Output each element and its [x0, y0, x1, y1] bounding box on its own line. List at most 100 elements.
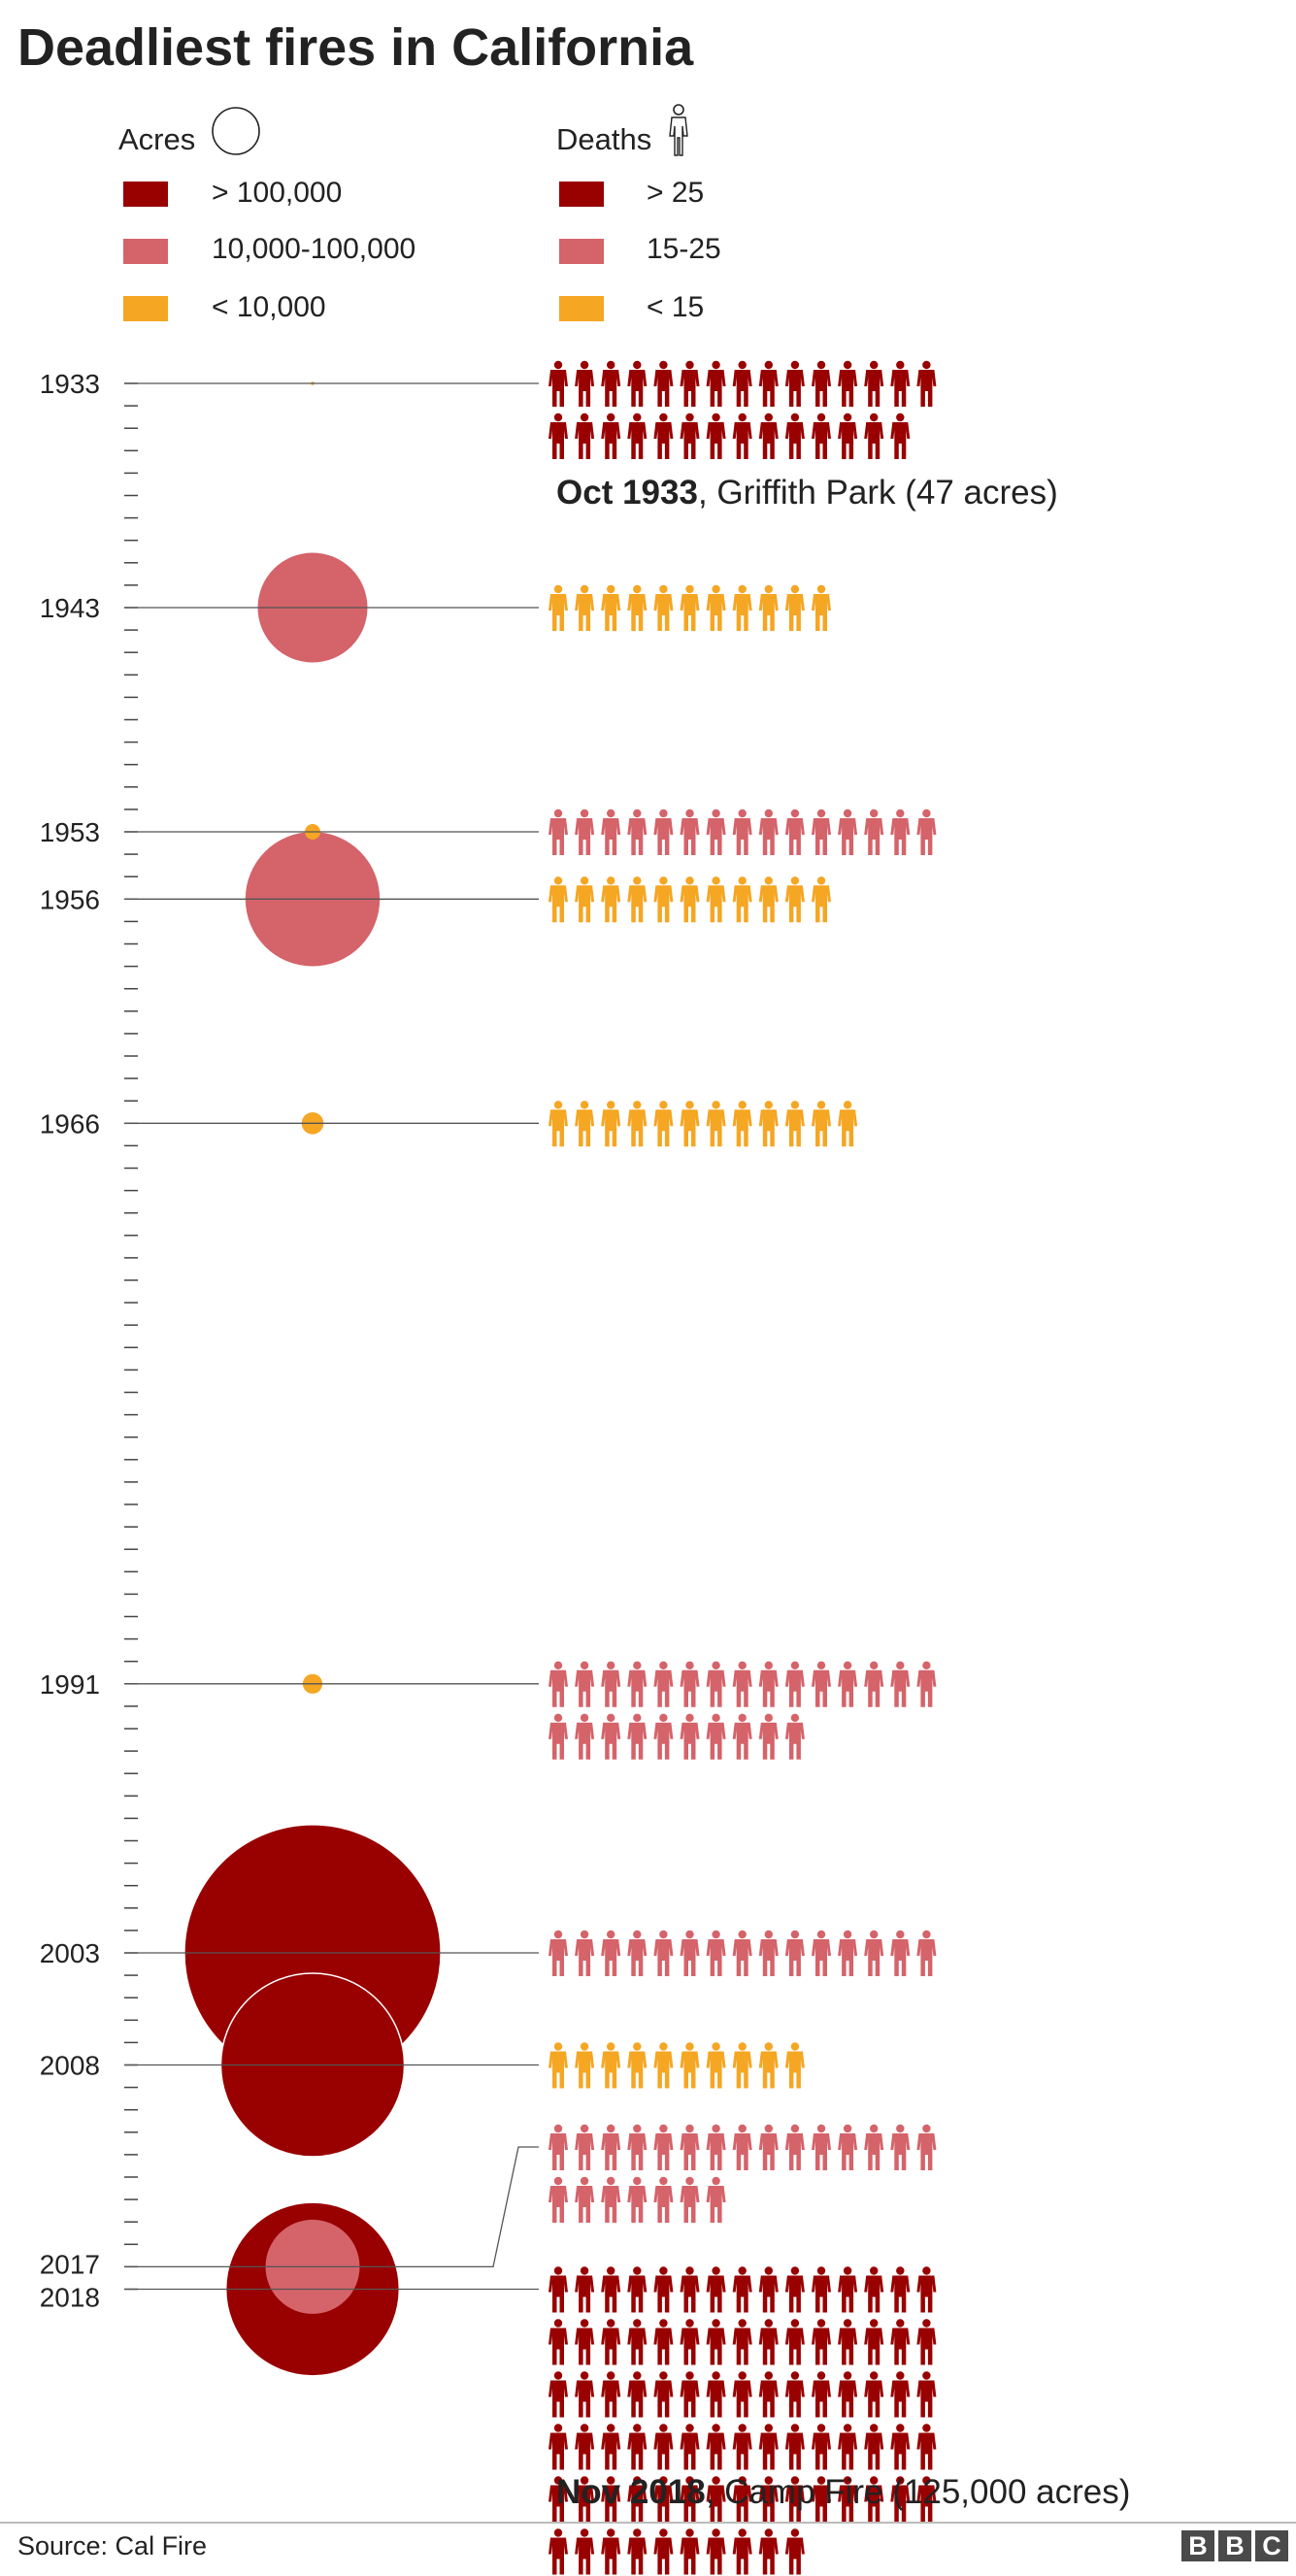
- person-icon-2018: [784, 2266, 805, 2313]
- person-icon-2003: [627, 1930, 648, 1976]
- person-icon-1953: [627, 809, 648, 855]
- person-icon-1943: [575, 584, 595, 631]
- person-icon-2018: [864, 2266, 884, 2313]
- bbc-logo: B B C: [1181, 2530, 1290, 2561]
- person-icon-1953: [575, 809, 595, 855]
- person-icon-1991: [627, 1661, 648, 1707]
- person-icon-1956: [601, 876, 621, 923]
- person-icon-2003: [680, 1930, 700, 1976]
- person-icon-1991: [653, 1661, 674, 1707]
- person-icon-2017: [548, 2124, 568, 2170]
- person-icon-2018: [812, 2319, 831, 2365]
- person-icon-2018: [706, 2424, 726, 2470]
- chart-title: Deadliest fires in California: [17, 18, 694, 77]
- acres-legend-title: Acres: [118, 122, 196, 156]
- person-icon-1991: [601, 1713, 621, 1760]
- person-icon-2003: [575, 1930, 595, 1976]
- year-label-1933: 1933: [40, 369, 100, 399]
- person-icon-2003: [548, 1930, 568, 1976]
- person-icon-2018: [601, 2528, 621, 2575]
- person-icon-1933: [838, 360, 858, 407]
- person-icon-1943: [732, 584, 752, 631]
- person-icon-2018: [784, 2371, 805, 2418]
- person-icon-1953: [680, 809, 700, 855]
- person-icon-2017: [838, 2124, 858, 2170]
- person-icon-2018: [812, 2424, 831, 2470]
- person-icon-1991: [548, 1661, 568, 1707]
- person-icon-2018: [601, 2371, 621, 2418]
- deaths-legend-title: Deaths: [556, 122, 652, 156]
- person-icon-1991: [706, 1713, 726, 1760]
- person-icon-1966: [812, 1101, 831, 1147]
- person-icon-1933: [732, 413, 752, 459]
- person-icon-1991: [706, 1661, 726, 1707]
- person-icon-1933: [890, 413, 911, 459]
- person-icon-1933: [680, 360, 700, 407]
- person-icon-2018: [838, 2371, 858, 2418]
- person-icon-2018: [575, 2319, 595, 2365]
- person-icon-2018: [601, 2266, 621, 2313]
- person-icon-2017: [864, 2124, 884, 2170]
- person-icon-2018: [864, 2319, 884, 2365]
- acres-swatch-high: [123, 182, 168, 207]
- source-note: Source: Cal Fire: [17, 2531, 208, 2560]
- acres-legend-high: > 100,000: [212, 177, 343, 209]
- person-icon-1956: [627, 876, 648, 923]
- person-icon-2018: [784, 2476, 805, 2523]
- person-icon-2018: [575, 2424, 595, 2470]
- deaths-legend-mid: 15-25: [647, 233, 721, 265]
- person-icon-2018: [548, 2371, 568, 2418]
- person-icon-2017: [575, 2176, 595, 2223]
- person-icon-2008: [784, 2042, 805, 2089]
- person-icon-1956: [680, 876, 700, 923]
- person-icon-2008: [575, 2042, 595, 2089]
- person-icon-2018: [601, 2424, 621, 2470]
- acres-legend-mid: 10,000-100,000: [212, 233, 416, 265]
- person-icon-1991: [732, 1713, 752, 1760]
- person-icon-1956: [548, 876, 568, 923]
- person-icon-1991: [680, 1661, 700, 1707]
- year-label-1943: 1943: [40, 593, 100, 623]
- person-icon-1966: [680, 1101, 700, 1147]
- person-icon-1933: [706, 360, 726, 407]
- person-icon-1953: [601, 809, 621, 855]
- person-icon-1933: [732, 360, 752, 407]
- person-icon-2003: [653, 1930, 674, 1976]
- person-icon-2018: [732, 2476, 752, 2523]
- person-icon-2018: [732, 2266, 752, 2313]
- person-icon-1943: [627, 584, 648, 631]
- person-icon-1953: [653, 809, 674, 855]
- person-icon-2018: [601, 2319, 621, 2365]
- person-icon-1933: [653, 413, 674, 459]
- person-icon-2018: [890, 2319, 911, 2365]
- person-icon-2018: [732, 2528, 752, 2575]
- deaths-swatch-high: [559, 182, 604, 207]
- person-icon-1966: [784, 1101, 805, 1147]
- person-icon-1933: [784, 413, 805, 459]
- person-icon-2018: [758, 2424, 779, 2470]
- person-icon-2018: [758, 2371, 779, 2418]
- person-icon-2018: [680, 2424, 700, 2470]
- person-icon-1953: [784, 809, 805, 855]
- person-icon-2003: [706, 1930, 726, 1976]
- person-icon-1953: [706, 809, 726, 855]
- person-icon-1933: [680, 413, 700, 459]
- person-icon-1991: [601, 1661, 621, 1707]
- person-icon-2018: [680, 2476, 700, 2523]
- person-icon-1956: [758, 876, 779, 923]
- person-icon-2018: [575, 2528, 595, 2575]
- person-icon-2008: [706, 2042, 726, 2089]
- person-icon-2017: [653, 2176, 674, 2223]
- person-icon-2017: [758, 2124, 779, 2170]
- person-icon-2018: [653, 2319, 674, 2365]
- person-icon-2017: [548, 2176, 568, 2223]
- person-icon-2018: [758, 2528, 779, 2575]
- person-icon-2003: [890, 1930, 911, 1976]
- person-icon-1933: [864, 360, 884, 407]
- person-icon-1991: [548, 1713, 568, 1760]
- year-label-1953: 1953: [40, 817, 100, 847]
- person-icon: [669, 104, 688, 156]
- person-icon-2018: [890, 2371, 911, 2418]
- person-icon-1933: [627, 360, 648, 407]
